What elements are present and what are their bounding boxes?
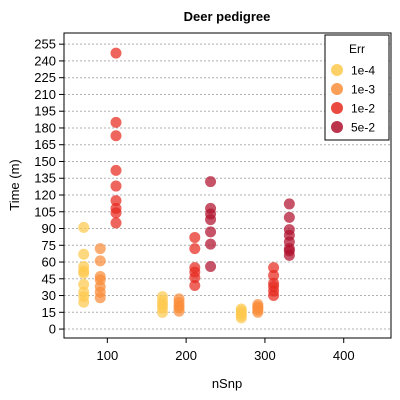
point-1e-3-6	[94, 292, 106, 304]
point-1e-3-1	[94, 255, 106, 267]
legend: Err 1e-4 1e-3 1e-2 5e-2	[324, 34, 390, 141]
x-tick-label-200: 200	[175, 348, 197, 363]
legend-marker-1e-2	[331, 102, 343, 114]
legend-marker-1e-4	[331, 64, 343, 76]
y-tick-label-15: 15	[42, 305, 56, 320]
y-tick-label-0: 0	[49, 322, 56, 337]
chart-title: Deer pedigree	[184, 9, 271, 24]
point-5e-2-8	[283, 211, 295, 223]
point-5e-2-14	[283, 249, 295, 261]
point-1e-3-11	[173, 305, 185, 317]
y-tick-label-75: 75	[42, 238, 56, 253]
point-1e-4-13	[156, 306, 168, 318]
point-1e-4-5	[78, 278, 90, 290]
point-1e-2-13	[189, 272, 201, 284]
point-1e-3-0	[94, 243, 106, 255]
y-tick-label-180: 180	[34, 120, 56, 135]
y-tick-label-195: 195	[34, 104, 56, 119]
point-1e-4-8	[78, 296, 90, 308]
legend-label-1e-4: 1e-4	[351, 64, 375, 78]
point-1e-3-16	[252, 306, 264, 318]
y-tick-label-60: 60	[42, 255, 56, 270]
y-tick-label-150: 150	[34, 154, 56, 169]
x-tick-label-100: 100	[96, 348, 118, 363]
point-5e-2-5	[205, 238, 217, 250]
legend-items: 1e-4 1e-3 1e-2 5e-2	[331, 64, 375, 135]
point-5e-2-3	[205, 214, 217, 226]
y-tick-label-90: 90	[42, 221, 56, 236]
y-tick-label-165: 165	[34, 137, 56, 152]
y-tick-label-105: 105	[34, 204, 56, 219]
y-tick-label-45: 45	[42, 271, 56, 286]
point-1e-2-9	[189, 231, 201, 243]
point-1e-2-15	[268, 262, 280, 274]
point-1e-2-0	[110, 47, 122, 59]
y-tick-label-240: 240	[34, 53, 56, 68]
legend-title: Err	[349, 42, 365, 56]
point-5e-2-6	[205, 260, 217, 272]
plot-frame	[63, 32, 392, 339]
point-1e-2-2	[110, 130, 122, 142]
legend-marker-5e-2	[331, 121, 343, 133]
data-points	[78, 47, 295, 324]
x-axis-title: nSnp	[212, 376, 242, 391]
y-tick-label-210: 210	[34, 87, 56, 102]
point-1e-2-20	[268, 290, 280, 302]
point-1e-2-14	[189, 279, 201, 291]
legend-label-5e-2: 5e-2	[351, 121, 375, 135]
y-tick-label-225: 225	[34, 70, 56, 85]
point-1e-2-5	[110, 195, 122, 207]
legend-label-1e-3: 1e-3	[351, 83, 375, 97]
point-1e-4-0	[78, 221, 90, 233]
point-1e-4-18	[235, 312, 247, 324]
point-5e-2-0	[205, 176, 217, 188]
point-1e-4-1	[78, 248, 90, 260]
point-1e-2-16	[268, 269, 280, 281]
point-1e-2-1	[110, 116, 122, 128]
y-tick-label-255: 255	[34, 37, 56, 52]
point-5e-2-7	[283, 198, 295, 210]
point-1e-2-8	[110, 217, 122, 229]
y-tick-label-120: 120	[34, 187, 56, 202]
x-tick-label-300: 300	[254, 348, 276, 363]
point-5e-2-4	[205, 226, 217, 238]
legend-marker-1e-3	[331, 83, 343, 95]
point-1e-4-4	[78, 267, 90, 279]
point-1e-2-10	[189, 243, 201, 255]
point-1e-2-4	[110, 180, 122, 192]
x-tick-label-400: 400	[333, 348, 355, 363]
y-tick-label-135: 135	[34, 171, 56, 186]
point-1e-2-7	[110, 207, 122, 219]
y-axis: 0153045607590105120135150165180195210225…	[34, 37, 64, 337]
y-tick-label-30: 30	[42, 288, 56, 303]
x-axis: 100 200 300 400	[96, 338, 355, 363]
legend-label-1e-2: 1e-2	[351, 102, 375, 116]
point-1e-2-3	[110, 164, 122, 176]
y-axis-title: Time (m)	[7, 159, 22, 211]
